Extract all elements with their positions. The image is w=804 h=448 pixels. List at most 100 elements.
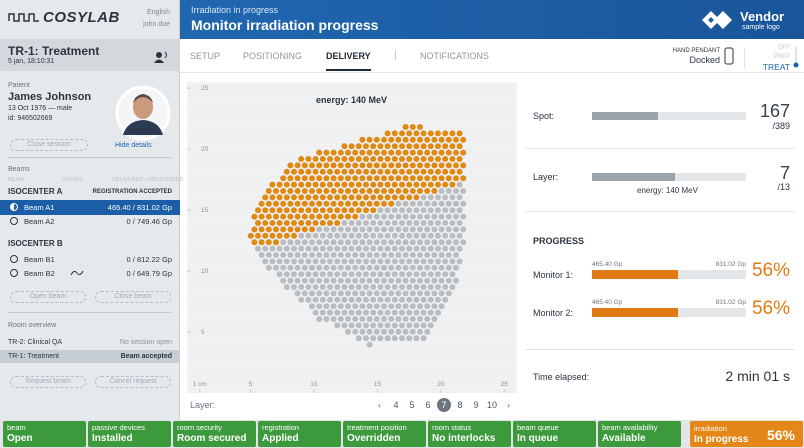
cancel-request-button[interactable]: Cancel request [95, 376, 171, 388]
spot-pending [330, 226, 337, 233]
spot-delivered [445, 149, 452, 156]
spot-pending [449, 284, 456, 290]
spot-delivered [276, 232, 283, 239]
beam-radio[interactable] [9, 254, 19, 264]
open-beam-button[interactable]: Open beam [10, 291, 86, 303]
pager-item[interactable]: 9 [473, 400, 479, 410]
pager-item[interactable]: 7 [441, 400, 447, 410]
spot-delivered [373, 149, 380, 156]
spot-delivered [388, 162, 395, 169]
beam-radio[interactable] [9, 268, 19, 278]
spot-pending [424, 226, 431, 233]
spot-delivered [291, 181, 297, 188]
spot-pending [276, 245, 283, 252]
spot-delivered [294, 226, 301, 233]
tab[interactable]: POSITIONING [243, 51, 303, 61]
spot-delivered [334, 207, 341, 214]
spot-pending [431, 252, 438, 258]
room-row[interactable]: TR-1: Treatment Beam accepted [0, 350, 180, 363]
spot-pending [309, 303, 315, 310]
pager-item[interactable]: 4 [393, 400, 399, 410]
spot-pending [456, 232, 463, 239]
beam-row[interactable]: Beam B2 0 / 649.79 Gp [0, 266, 180, 281]
spot-pending [399, 258, 405, 265]
spot-pending [381, 252, 387, 258]
pager-item[interactable]: 8 [457, 400, 463, 410]
beam-row[interactable]: Beam A1 465.40 / 831.02 Gp [0, 200, 180, 215]
spot-delivered [388, 188, 395, 194]
pager-item[interactable]: 6 [425, 400, 431, 410]
spot-pending [327, 284, 333, 290]
pager-next[interactable]: › [507, 400, 510, 410]
tab[interactable]: NOTIFICATIONS [420, 51, 489, 61]
beam-row[interactable]: Beam A2 0 / 749.46 Gp [0, 214, 180, 229]
spot-pending [370, 258, 377, 265]
spot-pending [283, 258, 290, 265]
brand: COSYLAB [43, 9, 120, 26]
spot-pending [417, 316, 423, 322]
spot-pending [442, 220, 449, 226]
beam-radio[interactable] [9, 202, 19, 212]
spot-pending [445, 277, 452, 284]
spot-delivered [291, 207, 297, 214]
close-session-button[interactable]: Close session [10, 139, 88, 151]
mode-option[interactable]: TREAT [762, 62, 790, 72]
spot-delivered [373, 175, 380, 182]
mode-option[interactable]: PREP [773, 54, 790, 60]
spot-pending [348, 284, 355, 290]
spot-pending [442, 284, 449, 290]
spot-delivered [319, 220, 326, 226]
pager-item[interactable]: 10 [487, 400, 498, 410]
spot-pending [409, 277, 416, 284]
spot-pending [330, 303, 337, 310]
layer-bar [592, 173, 675, 181]
spot-pending [456, 258, 463, 265]
spot-delivered [305, 156, 312, 162]
spot-pending [373, 277, 380, 284]
pager-item[interactable]: 5 [409, 400, 415, 410]
spot-pending [427, 220, 434, 226]
spot-pending [406, 309, 413, 316]
layer-energy: energy: 140 MeV [637, 186, 698, 195]
irradiation-label: irradiation [694, 424, 727, 433]
pager-selected[interactable] [437, 398, 451, 412]
language[interactable]: English [147, 9, 170, 16]
user[interactable]: john.doe [143, 21, 170, 28]
beam-row[interactable]: Beam B1 0 / 812.22 Gp [0, 252, 180, 267]
spot-delivered [269, 232, 276, 239]
tab[interactable]: DELIVERY [326, 52, 371, 71]
spot-pending [391, 220, 398, 226]
spot-pending [453, 226, 459, 233]
room-row[interactable]: TR-2: Clinical QA No session open [0, 336, 180, 349]
mode-option[interactable]: OFF [778, 45, 790, 51]
spot-pending [327, 296, 333, 303]
room-status: Beam accepted [120, 353, 172, 360]
spot-pending [359, 226, 366, 233]
spot-pending [334, 309, 341, 316]
pager-prev[interactable]: ‹ [378, 400, 381, 410]
hide-details-link[interactable]: Hide details [115, 142, 152, 149]
spot-delivered [384, 143, 391, 150]
spot-delivered [301, 226, 308, 233]
spot-pending [377, 309, 384, 316]
spot-pending [424, 290, 431, 297]
tab[interactable]: SETUP [190, 51, 221, 61]
beam-dose: 465.40 / 831.02 Gp [107, 203, 172, 212]
spot-pending [305, 232, 312, 239]
spot-delivered [283, 232, 290, 239]
request-beam-button[interactable]: Request beam [10, 376, 86, 388]
spot-pending [453, 264, 459, 271]
spot-pending [301, 239, 308, 246]
spot-delivered [399, 143, 405, 150]
beam-radio[interactable] [9, 216, 19, 226]
spot-pending [330, 264, 337, 271]
spot-delivered [355, 181, 362, 188]
spot-pending [359, 252, 366, 258]
spot-delivered [370, 168, 377, 175]
call-icon[interactable] [153, 50, 169, 64]
close-beam-button[interactable]: Close beam [95, 291, 171, 303]
spot-pending [301, 290, 308, 297]
spot-delivered [409, 188, 416, 194]
vendor-icon [702, 11, 732, 29]
spot-delivered [442, 143, 449, 150]
